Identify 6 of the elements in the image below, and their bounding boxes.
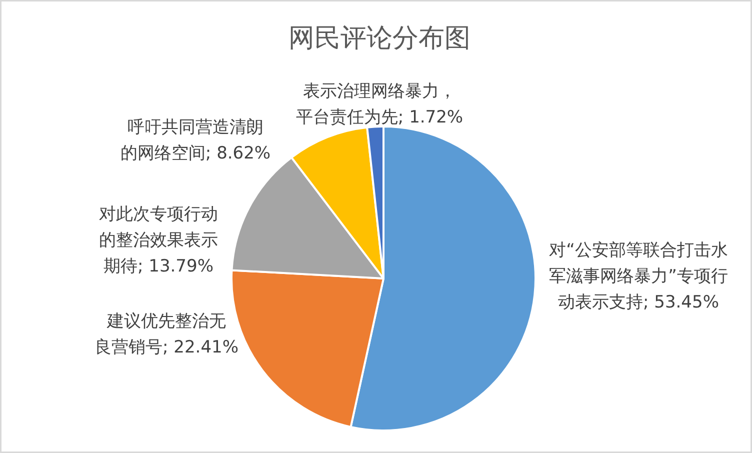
slice-label: 建议优先整治无良营销号; 22.41% bbox=[94, 312, 238, 358]
slice-label: 表示治理网络暴力，平台责任为先; 1.72% bbox=[296, 82, 464, 128]
chart-title: 网民评论分布图 bbox=[288, 24, 470, 54]
slice-label: 对此次专项行动的整治效果表示期待; 13.79% bbox=[99, 204, 218, 276]
slice-label: 对“公安部等联合打击水军滋事网络暴力”专项行动表示支持; 53.45% bbox=[549, 240, 728, 312]
slice-label: 呼吁共同营造清朗的网络空间; 8.62% bbox=[120, 118, 271, 164]
